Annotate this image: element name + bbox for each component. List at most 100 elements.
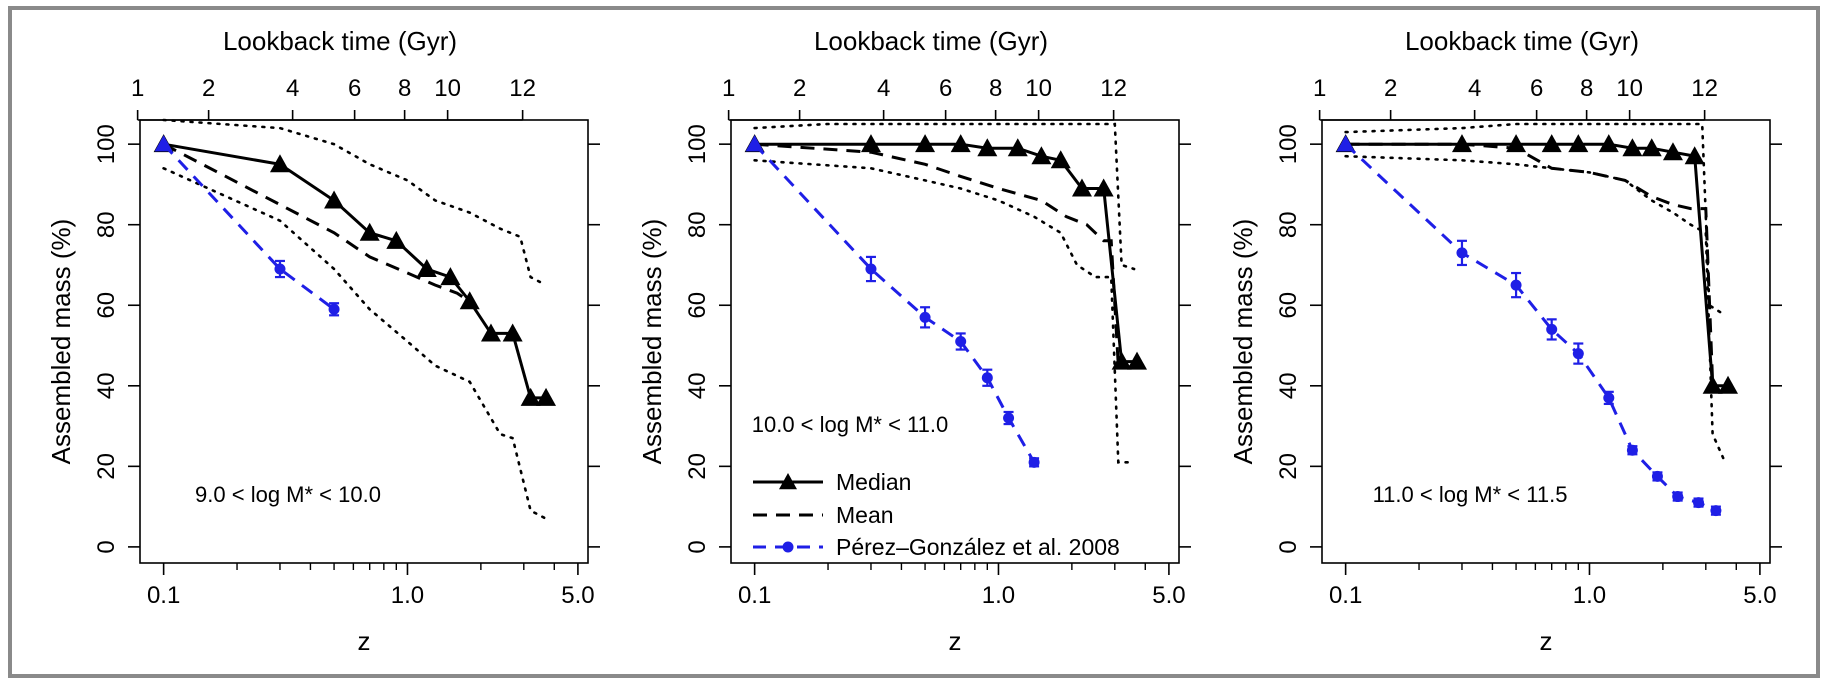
series-mean: [754, 142, 1120, 366]
y-axis-tick-label: 80: [684, 211, 711, 238]
top-axis-tick-label: 8: [1580, 75, 1593, 102]
top-axis-tick-label: 8: [989, 75, 1002, 102]
data-point: [1456, 247, 1468, 259]
plot-area: [730, 119, 1180, 564]
data-point: [1510, 279, 1522, 291]
x-axis-title: z: [949, 626, 962, 656]
y-axis-tick-label: 60: [684, 292, 711, 319]
top-axis-tick-label: 2: [793, 75, 806, 102]
x-axis-tick-label: 0.1: [147, 582, 180, 609]
y-axis-tick-label: 60: [1275, 292, 1302, 319]
data-point: [1710, 505, 1722, 517]
legend: Median Mean Pérez–González et al. 2008: [753, 469, 1120, 560]
x-axis: 0.1 1.0 5.0 z: [1329, 563, 1777, 656]
series-p-rez-gonz-lez-et-al-2008: [745, 135, 1040, 468]
y-axis-tick-label: 40: [684, 372, 711, 399]
data-point-triangle: [386, 230, 407, 249]
data-point: [1603, 392, 1615, 404]
y-axis-tick-label: 0: [1275, 540, 1302, 553]
series-p-rez-gonz-lez-et-al-2008: [1336, 135, 1722, 517]
data-point-triangle: [1050, 150, 1071, 169]
data-point-triangle: [745, 135, 764, 152]
y-axis-tick-label: 100: [684, 124, 711, 164]
data-point-triangle: [440, 267, 461, 286]
data-point-triangle: [324, 190, 345, 209]
series-p-rez-gonz-lez-et-al-2008: [154, 135, 340, 317]
y-axis-tick-label: 40: [1275, 372, 1302, 399]
data-point-triangle: [915, 134, 936, 153]
data-point-triangle: [1336, 135, 1355, 152]
y-axis-tick-label: 20: [1275, 453, 1302, 480]
top-axis-tick-label: 4: [1468, 75, 1481, 102]
data-point-triangle: [1127, 351, 1148, 370]
series-lower-envelope: [162, 167, 548, 521]
data-point-triangle: [154, 135, 173, 152]
top-axis-tick-label: 1: [722, 75, 735, 102]
x-axis-title: z: [1540, 626, 1553, 656]
x-axis: 0.1 1.0 5.0 z: [738, 563, 1186, 656]
mass-range-label: 10.0 < log M* < 11.0: [752, 412, 949, 437]
series-line: [163, 142, 546, 400]
data-point-triangle: [1702, 375, 1723, 394]
top-axis-tick-label: 6: [939, 75, 952, 102]
y-axis-tick-label: 60: [93, 292, 120, 319]
x-axis-tick-label: 1.0: [982, 582, 1015, 609]
series-median: [744, 134, 1148, 370]
data-point: [328, 303, 340, 315]
y-axis: 0 20 40 60 80 100 Assembled mass (%): [46, 124, 600, 554]
series-median: [153, 134, 557, 406]
series-mean: [162, 142, 477, 307]
top-axis-tick-label: 8: [398, 75, 411, 102]
data-point-triangle: [1071, 178, 1092, 197]
data-point-triangle: [1718, 375, 1739, 394]
series-line: [162, 142, 477, 307]
y-axis-tick-label: 40: [93, 372, 120, 399]
legend-label: Median: [836, 469, 911, 495]
series-line: [1344, 154, 1727, 464]
data-point: [1546, 323, 1558, 335]
y-axis-tick-label: 100: [93, 124, 120, 164]
data-point-triangle: [1598, 134, 1619, 153]
mass-range-label: 9.0 < log M* < 10.0: [195, 482, 381, 507]
series-line: [754, 142, 1120, 366]
top-axis-title: Lookback time (Gyr): [223, 26, 457, 56]
data-point-triangle: [1031, 146, 1052, 165]
data-point-triangle: [977, 138, 998, 157]
data-point: [1003, 412, 1015, 424]
data-point: [981, 372, 993, 384]
data-point-triangle: [269, 154, 290, 173]
y-axis-tick-label: 100: [1275, 124, 1302, 164]
y-axis-title: Assembled mass (%): [637, 219, 667, 465]
top-axis-tick-label: 6: [1530, 75, 1543, 102]
series-line: [753, 159, 1136, 464]
top-axis-tick-label: 2: [202, 75, 215, 102]
data-point-triangle: [1111, 351, 1132, 370]
x-axis-title: z: [358, 626, 371, 656]
data-point-triangle: [1662, 142, 1683, 161]
series-line: [754, 142, 1137, 364]
y-axis-title: Assembled mass (%): [1228, 219, 1258, 465]
y-axis-title: Assembled mass (%): [46, 219, 76, 465]
y-axis-tick-label: 80: [1275, 211, 1302, 238]
data-point: [919, 311, 931, 323]
top-axis-tick-label: 12: [509, 75, 536, 102]
data-point-triangle: [416, 259, 437, 278]
x-axis: 0.1 1.0 5.0 z: [147, 563, 595, 656]
data-point-triangle: [860, 134, 881, 153]
legend-label: Mean: [836, 502, 894, 528]
series-line: [162, 143, 335, 311]
data-point-triangle: [480, 323, 501, 342]
top-axis-tick-label: 4: [877, 75, 890, 102]
top-axis-title: Lookback time (Gyr): [1405, 26, 1639, 56]
data-point: [1651, 470, 1663, 482]
data-point: [1028, 456, 1040, 468]
top-axis-tick-label: 2: [1384, 75, 1397, 102]
series-upper-envelope: [1344, 122, 1724, 315]
data-point: [1693, 497, 1705, 509]
